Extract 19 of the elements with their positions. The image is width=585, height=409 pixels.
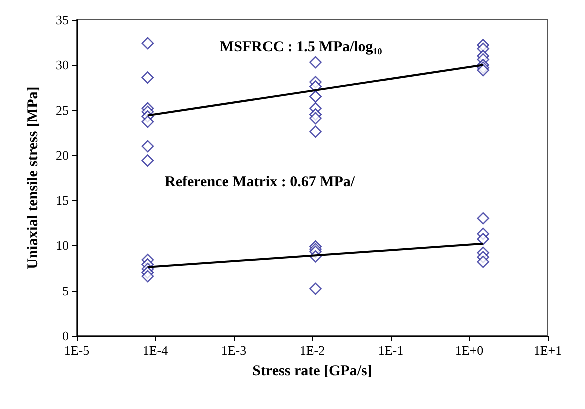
x-tick-label: 1E-1 (378, 343, 404, 358)
x-tick-label: 1E+1 (534, 343, 562, 358)
annotation: MSFRCC : 1.5 MPa/log₁₀ (220, 40, 383, 56)
x-axis-title: Stress rate [GPa/s] (252, 364, 372, 380)
y-axis-title: Uniaxial tensile stress [MPa] (26, 86, 42, 270)
x-tick-label: 1E+0 (455, 343, 484, 358)
y-tick-label: 35 (56, 12, 69, 28)
y-tick-label: 25 (56, 102, 69, 118)
x-tick-label: 1E-2 (300, 343, 326, 358)
x-tick-label: 1E-3 (221, 343, 247, 358)
annotation: Reference Matrix : 0.67 MPa/ (165, 174, 356, 190)
y-tick-label: 30 (56, 58, 69, 73)
x-tick-label: 1E-4 (142, 343, 169, 358)
y-tick-label: 5 (62, 283, 69, 298)
y-tick-label: 20 (56, 148, 69, 163)
y-tick-label: 15 (56, 193, 69, 208)
y-tick-label: 0 (62, 328, 69, 344)
x-tick-label: 1E-5 (64, 343, 90, 358)
y-tick-label: 10 (56, 238, 69, 254)
